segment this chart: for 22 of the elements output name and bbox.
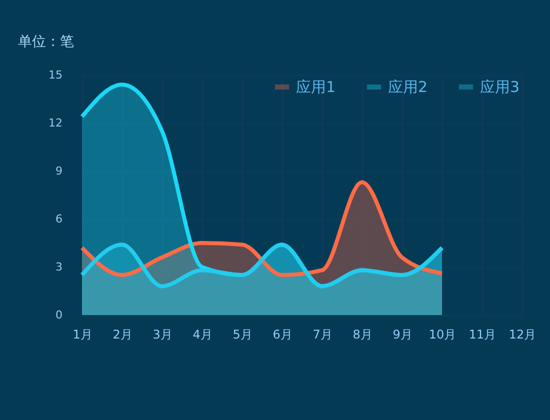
legend-label: 应用3	[480, 78, 520, 96]
legend-label: 应用1	[296, 78, 336, 96]
x-tick-label: 3月	[152, 328, 172, 342]
x-tick-label: 8月	[352, 328, 372, 342]
chart-title: 单位：笔	[18, 34, 74, 50]
x-tick-label: 6月	[272, 328, 292, 342]
x-tick-label: 1月	[72, 328, 92, 342]
x-tick-label: 11月	[468, 328, 496, 342]
y-tick-label: 9	[56, 164, 62, 178]
y-tick-label: 6	[56, 212, 62, 226]
y-tick-label: 3	[56, 260, 62, 274]
x-tick-label: 4月	[192, 328, 212, 342]
x-tick-label: 9月	[392, 328, 412, 342]
legend-label: 应用2	[388, 78, 428, 96]
x-tick-label: 5月	[232, 328, 252, 342]
y-tick-label: 0	[56, 308, 62, 322]
x-tick-label: 2月	[112, 328, 132, 342]
x-tick-label: 12月	[508, 328, 536, 342]
y-tick-label: 15	[48, 68, 62, 82]
x-tick-label: 10月	[428, 328, 456, 342]
x-tick-label: 7月	[312, 328, 332, 342]
y-tick-label: 12	[48, 116, 62, 130]
